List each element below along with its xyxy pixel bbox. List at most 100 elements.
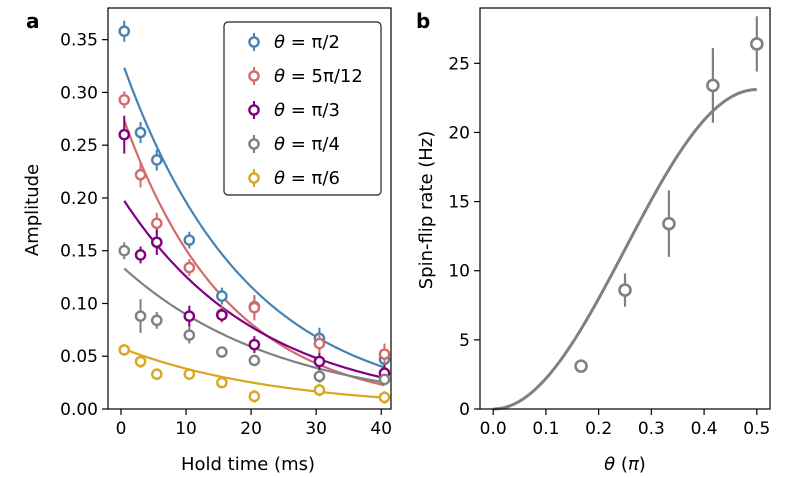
panel-b-y-tick-label: 5 — [459, 331, 470, 351]
panel-b-x-tick-label: 0.1 — [532, 419, 559, 439]
panel-a-y-tick-label: 0.25 — [60, 136, 98, 156]
panel-a-fit-curves — [123, 67, 385, 399]
data-point-series-4 — [216, 376, 228, 389]
data-point-series-1-marker — [134, 168, 147, 181]
spin-flip-marker — [750, 37, 764, 51]
data-point-series-2 — [150, 229, 163, 255]
panel-a-y-tick-label: 0.20 — [60, 189, 98, 209]
fit-curve-series-2 — [123, 200, 385, 380]
data-point-series-4 — [248, 390, 261, 403]
legend-label: θ = π/3 — [274, 100, 340, 121]
panel-a-y-tick-label: 0.35 — [60, 31, 98, 51]
data-point-series-1 — [248, 295, 261, 321]
legend-box — [223, 21, 382, 196]
spin-flip-marker — [618, 283, 632, 297]
panel-b-y-axis-label: Spin-flip rate (Hz) — [416, 131, 437, 290]
data-point-series-4-marker — [378, 391, 391, 404]
data-point-series-2 — [248, 336, 261, 354]
data-point-series-2 — [216, 308, 228, 322]
fit-curve-series-0 — [123, 67, 385, 369]
panel-b-x-tick-label: 0.2 — [585, 419, 612, 439]
data-point-series-2-marker — [313, 355, 326, 368]
data-point-series-4-marker — [150, 368, 163, 380]
data-point-series-2-marker — [118, 128, 131, 141]
legend-entry: θ = π/3 — [248, 100, 340, 121]
legend-marker — [248, 138, 260, 150]
legend-label: θ = π/4 — [274, 134, 340, 155]
data-point-series-3-marker — [378, 373, 391, 386]
data-point-series-2-marker — [248, 338, 261, 351]
data-point-series-4 — [378, 391, 391, 404]
legend-label: θ = π/6 — [274, 168, 340, 189]
panel-a-x-axis-label: Hold time (ms) — [181, 454, 315, 475]
legend-entry: θ = π/2 — [248, 32, 340, 53]
panel-a-y-tick-label: 0.05 — [60, 347, 98, 367]
data-point-series-4-marker — [118, 344, 131, 356]
data-point-series-3-marker — [313, 370, 326, 383]
data-point-series-0 — [183, 231, 196, 249]
panel-a: a 0 10 20 30 400.000.050.100.150.200.250.300… — [22, 7, 392, 475]
panel-a-data-points — [118, 20, 391, 404]
panel-a-y-tick-label: 0.00 — [60, 400, 98, 420]
legend-label: θ = π/2 — [274, 32, 340, 53]
spin-flip-marker — [662, 216, 676, 231]
data-point-series-4 — [313, 383, 326, 397]
panel-a-legend: θ = π/2 θ = 5π/12 θ = π/3 θ = π/4 θ = π/6 — [223, 21, 382, 196]
spin-flip-marker — [706, 78, 720, 93]
legend-entry: θ = π/6 — [248, 168, 340, 189]
data-point-series-1-marker — [118, 94, 131, 106]
panel-a-y-tick-label: 0.10 — [60, 294, 98, 314]
data-point-series-0-marker — [118, 25, 131, 38]
data-point-series-3-marker — [216, 346, 228, 358]
data-point-series-0 — [134, 121, 147, 144]
data-point-series-3 — [134, 299, 147, 334]
data-point-series-3 — [118, 242, 131, 260]
data-point-series-2 — [118, 115, 131, 154]
data-point-series-1-marker — [248, 301, 261, 314]
legend-label: θ = 5π/12 — [274, 66, 363, 87]
data-point-series-4-marker — [248, 390, 261, 403]
data-point-series-0 — [150, 149, 163, 171]
legend-entry: θ = 5π/12 — [248, 66, 363, 87]
data-point-series-3 — [248, 354, 261, 367]
panel-a-x-tick-label: 10 — [175, 419, 197, 439]
panel-a-axes: 0 10 20 30 40 0.00 0.05 0.10 0.15 0.20 0.25 0.30 0.3… — [60, 7, 392, 439]
data-point-series-0-marker — [216, 290, 228, 302]
panel-b-y-tick-label: 10 — [448, 262, 470, 282]
panel-a-y-axis-label: Amplitude — [22, 164, 43, 256]
data-point-series-2-marker — [150, 236, 163, 249]
data-point-series-1 — [378, 343, 391, 365]
data-point-series-0-marker — [150, 154, 163, 166]
panel-b-x-tick-label: 0.4 — [691, 419, 718, 439]
data-point-series-0-marker — [134, 126, 147, 139]
data-point-series-2 — [183, 305, 196, 327]
spin-flip-fit-curve — [493, 88, 757, 411]
spin-flip-data-point — [662, 190, 676, 257]
data-point-series-1-marker — [183, 261, 196, 274]
data-point-series-4-marker — [313, 384, 326, 396]
legend-entry: θ = π/4 — [248, 134, 340, 155]
panel-a-x-tick-label: 20 — [240, 419, 262, 439]
data-point-series-2 — [313, 353, 326, 370]
data-point-series-2-marker — [183, 310, 196, 322]
data-point-series-2-marker — [216, 309, 228, 321]
legend-marker — [248, 36, 260, 48]
data-point-series-4-marker — [216, 376, 228, 389]
spin-flip-data-point — [574, 359, 588, 373]
panel-a-x-tick-label: 40 — [370, 419, 392, 439]
data-point-series-3-marker — [134, 310, 147, 322]
data-point-series-0-marker — [183, 234, 196, 246]
data-point-series-4 — [150, 368, 163, 380]
data-point-series-3 — [216, 346, 228, 358]
data-point-series-3 — [378, 373, 391, 386]
panel-b-x-tick-label: 0.3 — [638, 419, 665, 439]
data-point-series-4 — [118, 344, 131, 356]
data-point-series-3-marker — [150, 314, 163, 327]
legend-marker — [248, 104, 260, 116]
panel-a-x-tick-label: 30 — [305, 419, 327, 439]
data-point-series-2 — [134, 246, 147, 264]
legend-marker — [248, 172, 260, 184]
spin-flip-data-point — [750, 16, 764, 72]
panel-a-x-tick-label: 0 — [116, 419, 127, 439]
data-point-series-3 — [183, 326, 196, 344]
